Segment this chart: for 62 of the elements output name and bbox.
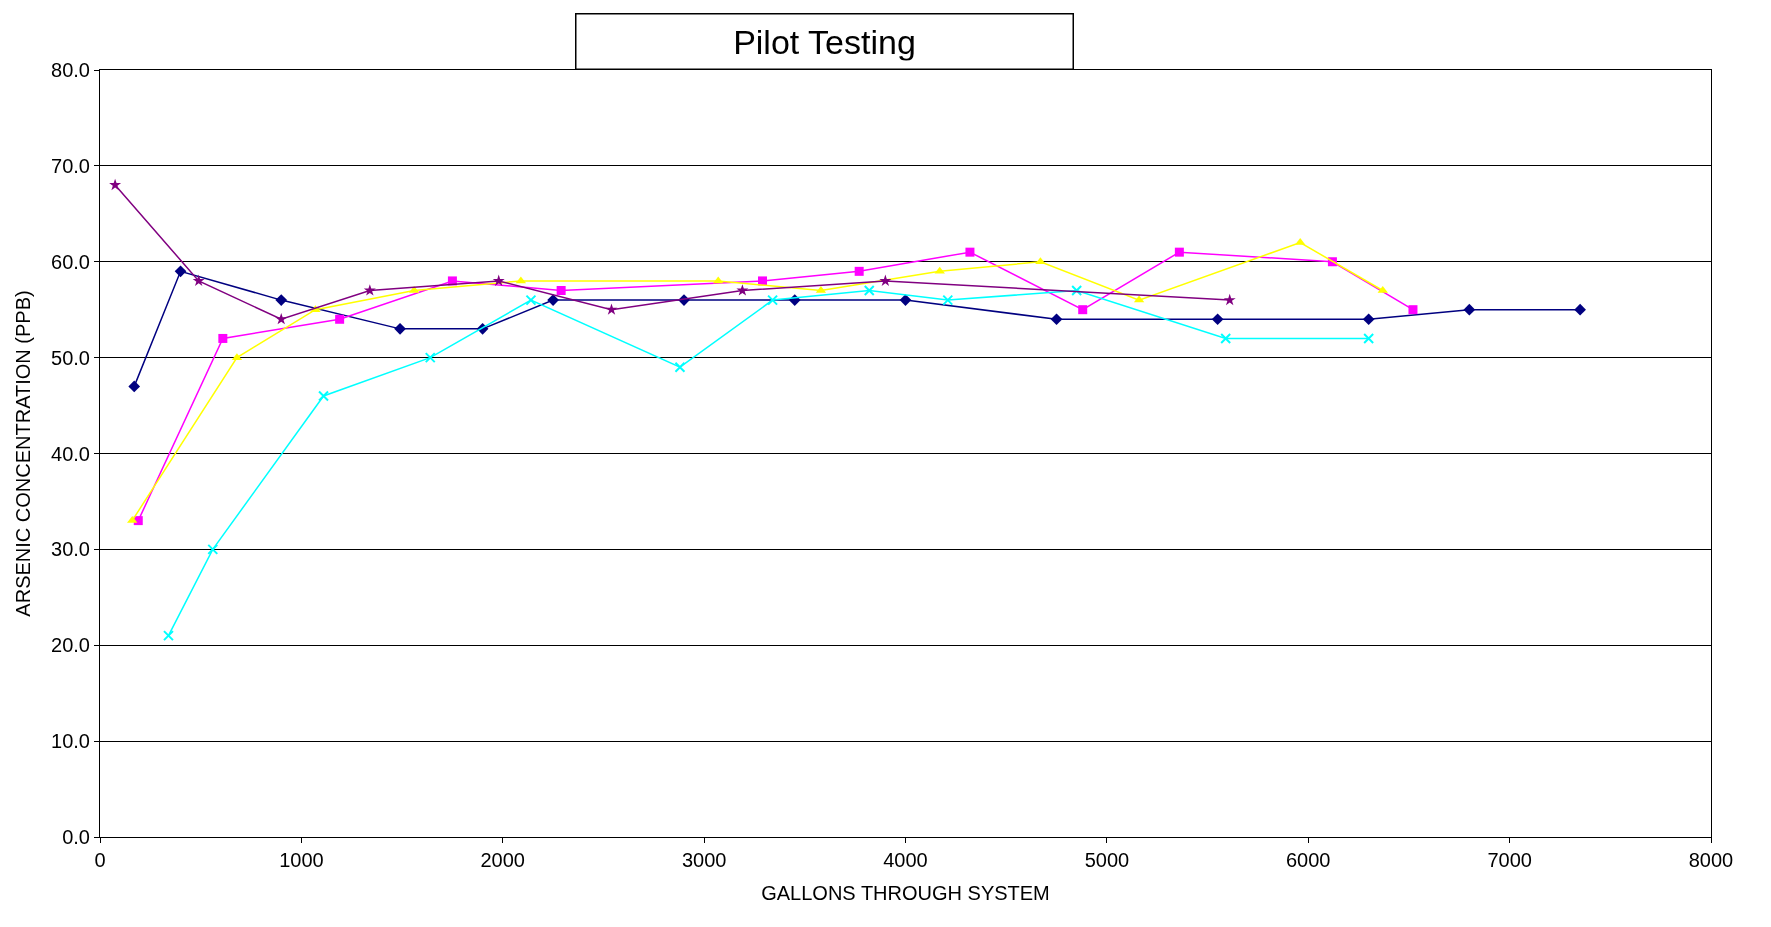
point (192, 274, 205, 287)
y-tick-label: 40.0 (51, 442, 90, 465)
x-tick-label: 6000 (1286, 849, 1331, 871)
point (1363, 332, 1375, 344)
point (162, 630, 174, 642)
point (318, 390, 330, 402)
chart-title: Pilot Testing (733, 22, 916, 61)
point (767, 294, 779, 306)
point (1071, 285, 1083, 297)
point (863, 285, 875, 297)
point (674, 361, 686, 373)
point (942, 294, 954, 306)
point (1463, 303, 1476, 316)
x-axis-title: GALLONS THROUGH SYSTEM (761, 881, 1050, 904)
point (965, 247, 975, 257)
y-tick-label: 30.0 (51, 538, 90, 561)
point (424, 352, 436, 364)
y-tick-label: 70.0 (51, 154, 90, 177)
point (899, 294, 912, 306)
point (218, 333, 228, 343)
y-tick-label: 50.0 (51, 346, 90, 369)
x-tick-label: 4000 (883, 849, 928, 871)
point (879, 274, 892, 287)
y-tick-label: 10.0 (51, 730, 90, 753)
point (525, 294, 537, 306)
point (1050, 313, 1063, 326)
point (1408, 305, 1418, 315)
point (1223, 293, 1236, 306)
point (335, 314, 345, 324)
point (492, 274, 505, 287)
x-tick-label: 8000 (1688, 849, 1734, 871)
x-tick-label: 0 (94, 849, 106, 871)
y-tick-label: 60.0 (51, 250, 90, 273)
point (174, 265, 187, 278)
x-tick-label: 1000 (279, 849, 324, 871)
point (275, 294, 288, 306)
point (207, 543, 219, 555)
point (1174, 247, 1184, 257)
point (394, 323, 406, 335)
point (1362, 313, 1375, 326)
y-tick-label: 0.0 (62, 826, 90, 848)
y-tick-label: 80.0 (51, 59, 90, 81)
point (854, 266, 864, 276)
x-tick-label: 3000 (681, 849, 727, 871)
x-tick-label: 5000 (1084, 849, 1130, 871)
point (128, 380, 141, 393)
point (109, 178, 122, 191)
x-tick-label: 7000 (1487, 849, 1532, 871)
x-tick-label: 2000 (480, 849, 525, 871)
point (713, 276, 724, 284)
point (934, 266, 945, 274)
y-tick-label: 20.0 (51, 634, 90, 657)
point (1211, 313, 1224, 326)
point (556, 286, 566, 296)
point (547, 294, 559, 306)
point (605, 303, 618, 315)
point (1574, 303, 1586, 316)
point (758, 276, 768, 286)
y-axis-title: ARSENIC CONCENTRATION (PPB) (11, 290, 34, 617)
point (1078, 305, 1088, 315)
point (363, 284, 376, 296)
point (1220, 332, 1232, 344)
